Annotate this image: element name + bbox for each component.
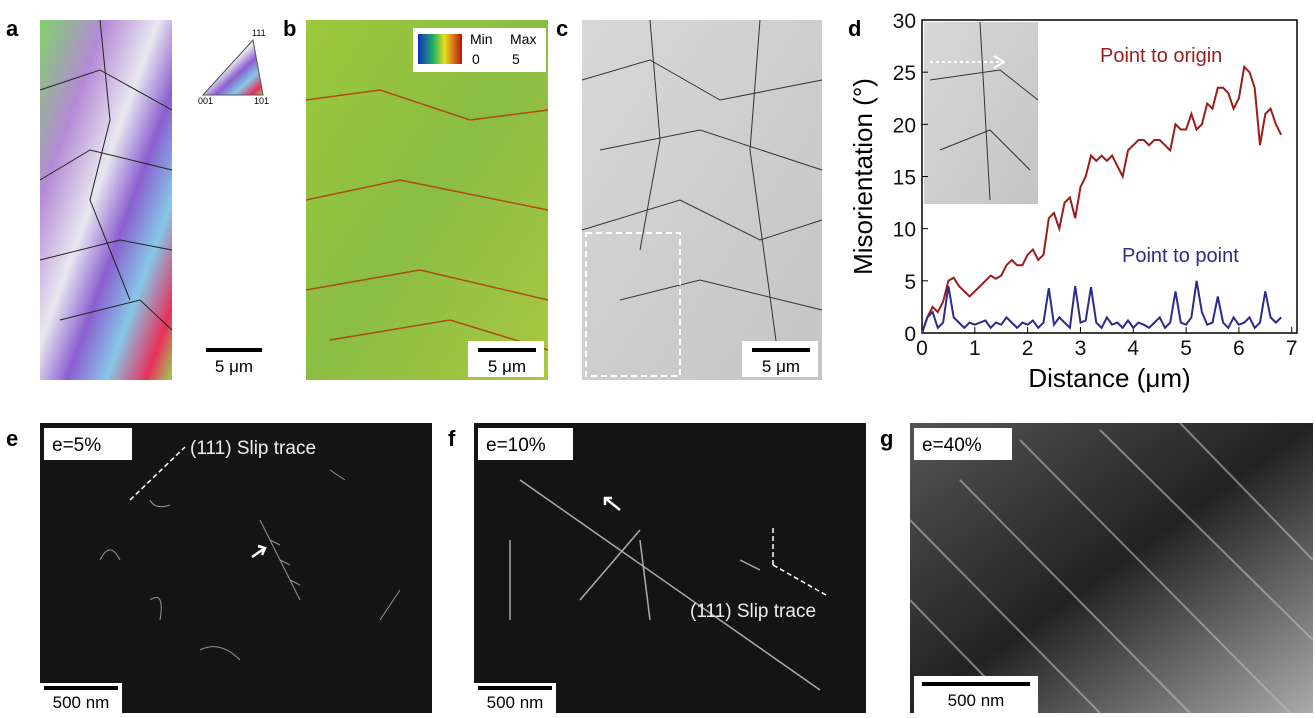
legend-label: Max	[510, 31, 536, 47]
y-tick-label: 0	[904, 323, 916, 346]
legend-label: 0	[472, 51, 480, 67]
y-axis-label: Misorientation (°)	[848, 78, 878, 275]
y-tick-label: 25	[893, 62, 916, 85]
chart: 0 5 10 15 20 25 30 0 1 2 3 4 5 6 7 Distance (μm) Misorie…	[848, 10, 1298, 393]
panel-label: e	[6, 426, 18, 451]
annotation: (111) Slip trace	[190, 438, 316, 459]
strain-label: e=5%	[52, 435, 101, 456]
kam-colorbar	[418, 34, 462, 64]
x-tick-label: 1	[969, 337, 981, 360]
ipf-label: 001	[198, 96, 213, 106]
x-tick-label: 2	[1022, 337, 1034, 360]
strain-label: e=40%	[922, 435, 982, 456]
panel-label: f	[448, 426, 456, 451]
ipf-label: 111	[252, 28, 266, 38]
y-tick-label: 20	[893, 114, 916, 137]
strain-label: e=10%	[486, 435, 546, 456]
inset-image	[924, 22, 1038, 204]
panel-label: g	[880, 426, 893, 451]
panel-label: b	[283, 16, 296, 41]
page: {"panels":{ "a":{"label":"a","scale_bar"…	[0, 0, 1315, 713]
scale-bar-label: 5 μm	[488, 357, 526, 376]
figure: a 111 001 101 5 μm b Min Max 0 5 5 μm c …	[0, 0, 1315, 713]
legend-label: Min	[470, 31, 493, 47]
legend-label: 5	[512, 51, 520, 67]
x-tick-label: 7	[1286, 337, 1298, 360]
scale-bar-label: 5 μm	[215, 357, 253, 376]
y-tick-label: 15	[893, 167, 916, 190]
series-line	[922, 281, 1281, 333]
x-tick-label: 6	[1233, 337, 1245, 360]
kam-map	[306, 20, 548, 380]
x-tick-label: 3	[1075, 337, 1087, 360]
x-axis-label: Distance (μm)	[1028, 363, 1190, 393]
panel-label: d	[848, 16, 861, 41]
x-tick-label: 0	[916, 337, 928, 360]
legend-label: Point to origin	[1100, 45, 1222, 67]
y-tick-label: 30	[893, 10, 916, 33]
scale-bar-label: 5 μm	[762, 357, 800, 376]
scale-bar-label: 500 nm	[948, 691, 1005, 710]
ecci-image	[582, 20, 822, 380]
scale-bar-label: 500 nm	[487, 693, 544, 712]
y-tick-label: 5	[904, 271, 916, 294]
panel-label: c	[556, 16, 568, 41]
tem-image	[910, 423, 1313, 713]
ipf-label: 101	[254, 96, 269, 106]
x-tick-label: 4	[1127, 337, 1139, 360]
ebsd-map	[40, 20, 172, 380]
tem-image	[40, 423, 432, 713]
x-tick-label: 5	[1180, 337, 1192, 360]
panel-label: a	[6, 16, 19, 41]
scale-bar-label: 500 nm	[53, 693, 110, 712]
annotation: (111) Slip trace	[690, 601, 816, 622]
y-tick-label: 10	[893, 219, 916, 242]
tem-image	[474, 423, 866, 713]
legend-label: Point to point	[1122, 245, 1239, 267]
